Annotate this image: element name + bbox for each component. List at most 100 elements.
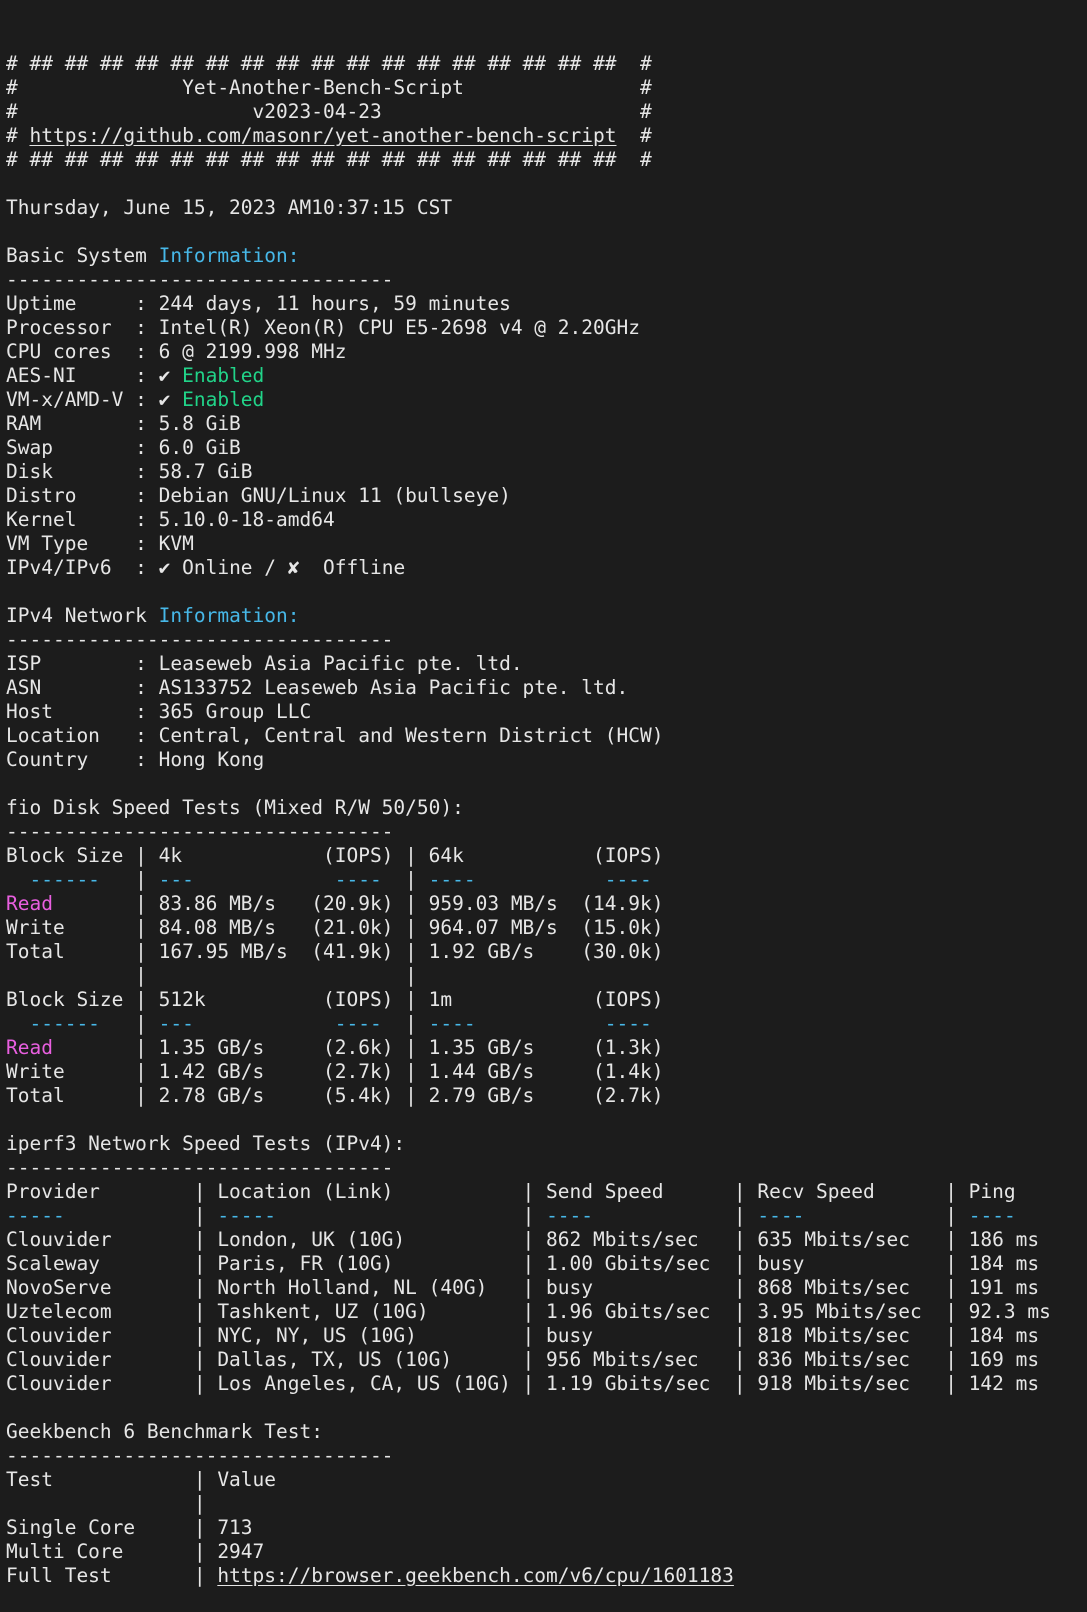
text-segment: Provider | Location (Link) | Send Speed …: [6, 1180, 1016, 1203]
text-segment: VM Type : KVM: [6, 532, 194, 555]
distro-row: Distro : Debian GNU/Linux 11 (bullseye): [6, 484, 1087, 508]
blank-line: [6, 1396, 1087, 1420]
text-segment: Test | Value: [6, 1468, 277, 1491]
text-segment: Read: [6, 892, 53, 915]
text-segment: ----: [546, 1204, 594, 1227]
text-segment: | 83.86 MB/s (20.9k) | 959.03 MB/s (14.9…: [52, 892, 664, 915]
text-segment: Single Core | 713: [6, 1516, 253, 1539]
text-segment: ----: [757, 1204, 805, 1227]
text-segment: Host : 365 Group LLC: [6, 700, 312, 723]
text-segment: ---- ----: [416, 868, 664, 891]
text-segment: ------: [6, 868, 136, 891]
ascii-border: # ## ## ## ## ## ## ## ## ## ## ## ## ##…: [6, 148, 1087, 172]
text-segment: --- ----: [146, 868, 406, 891]
isp-row: ISP : Leaseweb Asia Pacific pte. ltd.: [6, 652, 1087, 676]
geekbench-result-link[interactable]: https://browser.geekbench.com/v6/cpu/160…: [217, 1564, 734, 1587]
text-segment: Offline: [323, 556, 406, 579]
text-segment: Geekbench 6 Benchmark Test:: [6, 1420, 323, 1443]
text-segment: Thursday, June 15, 2023 AM10:37:15 CST: [6, 196, 453, 219]
fio-read-row-2: Read | 1.35 GB/s (2.6k) | 1.35 GB/s (1.3…: [6, 1036, 1087, 1060]
text-segment: ----: [968, 1204, 1016, 1227]
aes-ni-row: AES-NI : ✔ Enabled: [6, 364, 1087, 388]
text-segment: Location : Central, Central and Western …: [6, 724, 664, 747]
check-icon: ✔: [158, 388, 183, 411]
geekbench-full-test-row: Full Test | https://browser.geekbench.co…: [6, 1564, 1087, 1588]
vm-type-row: VM Type : KVM: [6, 532, 1087, 556]
text-segment: ---------------------------------: [6, 1444, 394, 1467]
text-segment: RAM : 5.8 GiB: [6, 412, 241, 435]
text-segment: Enabled: [182, 364, 265, 387]
check-icon: ✔: [158, 364, 183, 387]
iperf3-dash-row: ----- | ----- | ---- | ---- | ----: [6, 1204, 1087, 1228]
disk-row: Disk : 58.7 GiB: [6, 460, 1087, 484]
iperf3-row-london: Clouvider | London, UK (10G) | 862 Mbits…: [6, 1228, 1087, 1252]
text-segment: |: [6, 1492, 218, 1515]
text-segment: Write | 1.42 GB/s (2.7k) | 1.44 GB/s (1.…: [6, 1060, 664, 1083]
text-segment: |: [135, 1012, 147, 1035]
text-segment: |: [276, 1204, 547, 1227]
section-separator: ---------------------------------: [6, 1156, 1087, 1180]
section-header-ipv4-network: IPv4 Network Information:: [6, 604, 1087, 628]
app-title: # Yet-Another-Bench-Script #: [6, 76, 1087, 100]
vmx-amdv-row: VM-x/AMD-V : ✔ Enabled: [6, 388, 1087, 412]
text-segment: Scaleway | Paris, FR (10G) | 1.00 Gbits/…: [6, 1252, 1040, 1275]
swap-row: Swap : 6.0 GiB: [6, 436, 1087, 460]
processor-row: Processor : Intel(R) Xeon(R) CPU E5-2698…: [6, 316, 1087, 340]
text-segment: Disk : 58.7 GiB: [6, 460, 253, 483]
iperf3-row-dallas: Clouvider | Dallas, TX, US (10G) | 956 M…: [6, 1348, 1087, 1372]
text-segment: Clouvider | Los Angeles, CA, US (10G) | …: [6, 1372, 1040, 1395]
text-segment: iperf3 Network Speed Tests (IPv4):: [6, 1132, 406, 1155]
iperf3-row-nyc: Clouvider | NYC, NY, US (10G) | busy | 8…: [6, 1324, 1087, 1348]
ipv4-ipv6-row: IPv4/IPv6 : ✔ Online / ✘ Offline: [6, 556, 1087, 580]
section-header-basic-info: Basic System Information:: [6, 244, 1087, 268]
geekbench-header-row: Test | Value: [6, 1468, 1087, 1492]
repo-link-line: # https://github.com/masonr/yet-another-…: [6, 124, 1087, 148]
blank-line: [6, 1108, 1087, 1132]
fio-total-row-2: Total | 2.78 GB/s (5.4k) | 2.79 GB/s (2.…: [6, 1084, 1087, 1108]
fio-read-row-1: Read | 83.86 MB/s (20.9k) | 959.03 MB/s …: [6, 892, 1087, 916]
text-segment: ASN : AS133752 Leaseweb Asia Pacific pte…: [6, 676, 629, 699]
text-segment: # v2023-04-23 #: [6, 100, 652, 123]
text-segment: Information:: [158, 604, 300, 627]
text-segment: # Yet-Another-Bench-Script #: [6, 76, 652, 99]
timestamp: Thursday, June 15, 2023 AM10:37:15 CST: [6, 196, 1087, 220]
text-segment: IPv4 Network: [6, 604, 159, 627]
text-segment: VM-x/AMD-V :: [6, 388, 159, 411]
text-segment: fio Disk Speed Tests (Mixed R/W 50/50):: [6, 796, 464, 819]
text-segment: Uztelecom | Tashkent, UZ (10G) | 1.96 Gb…: [6, 1300, 1051, 1323]
geekbench-spacer-row: |: [6, 1492, 1087, 1516]
check-icon: ✔: [158, 556, 183, 579]
geekbench-multi-core-row: Multi Core | 2947: [6, 1540, 1087, 1564]
github-repo-link[interactable]: https://github.com/masonr/yet-another-be…: [29, 124, 617, 147]
cpu-cores-row: CPU cores : 6 @ 2199.998 MHz: [6, 340, 1087, 364]
section-separator: ---------------------------------: [6, 268, 1087, 292]
text-segment: Information:: [158, 244, 300, 267]
host-row: Host : 365 Group LLC: [6, 700, 1087, 724]
iperf3-header-row: Provider | Location (Link) | Send Speed …: [6, 1180, 1087, 1204]
text-segment: |: [405, 868, 417, 891]
app-version: # v2023-04-23 #: [6, 100, 1087, 124]
text-segment: |: [135, 868, 147, 891]
text-segment: #: [616, 124, 652, 147]
text-segment: -----: [217, 1204, 277, 1227]
text-segment: NovoServe | North Holland, NL (40G) | bu…: [6, 1276, 1040, 1299]
fio-total-row-1: Total | 167.95 MB/s (41.9k) | 1.92 GB/s …: [6, 940, 1087, 964]
text-segment: ---- ----: [416, 1012, 664, 1035]
text-segment: |: [804, 1204, 969, 1227]
text-segment: Write | 84.08 MB/s (21.0k) | 964.07 MB/s…: [6, 916, 664, 939]
blank-line: [6, 772, 1087, 796]
text-segment: Total | 167.95 MB/s (41.9k) | 1.92 GB/s …: [6, 940, 664, 963]
country-row: Country : Hong Kong: [6, 748, 1087, 772]
asn-row: ASN : AS133752 Leaseweb Asia Pacific pte…: [6, 676, 1087, 700]
text-segment: ---------------------------------: [6, 628, 394, 651]
iperf3-row-paris: Scaleway | Paris, FR (10G) | 1.00 Gbits/…: [6, 1252, 1087, 1276]
fio-write-row-2: Write | 1.42 GB/s (2.7k) | 1.44 GB/s (1.…: [6, 1060, 1087, 1084]
kernel-row: Kernel : 5.10.0-18-amd64: [6, 508, 1087, 532]
text-segment: | |: [6, 964, 417, 987]
text-segment: Country : Hong Kong: [6, 748, 265, 771]
text-segment: Block Size | 4k (IOPS) | 64k (IOPS): [6, 844, 664, 867]
text-segment: Clouvider | London, UK (10G) | 862 Mbits…: [6, 1228, 1040, 1251]
text-segment: Swap : 6.0 GiB: [6, 436, 241, 459]
text-segment: |: [405, 1012, 417, 1035]
